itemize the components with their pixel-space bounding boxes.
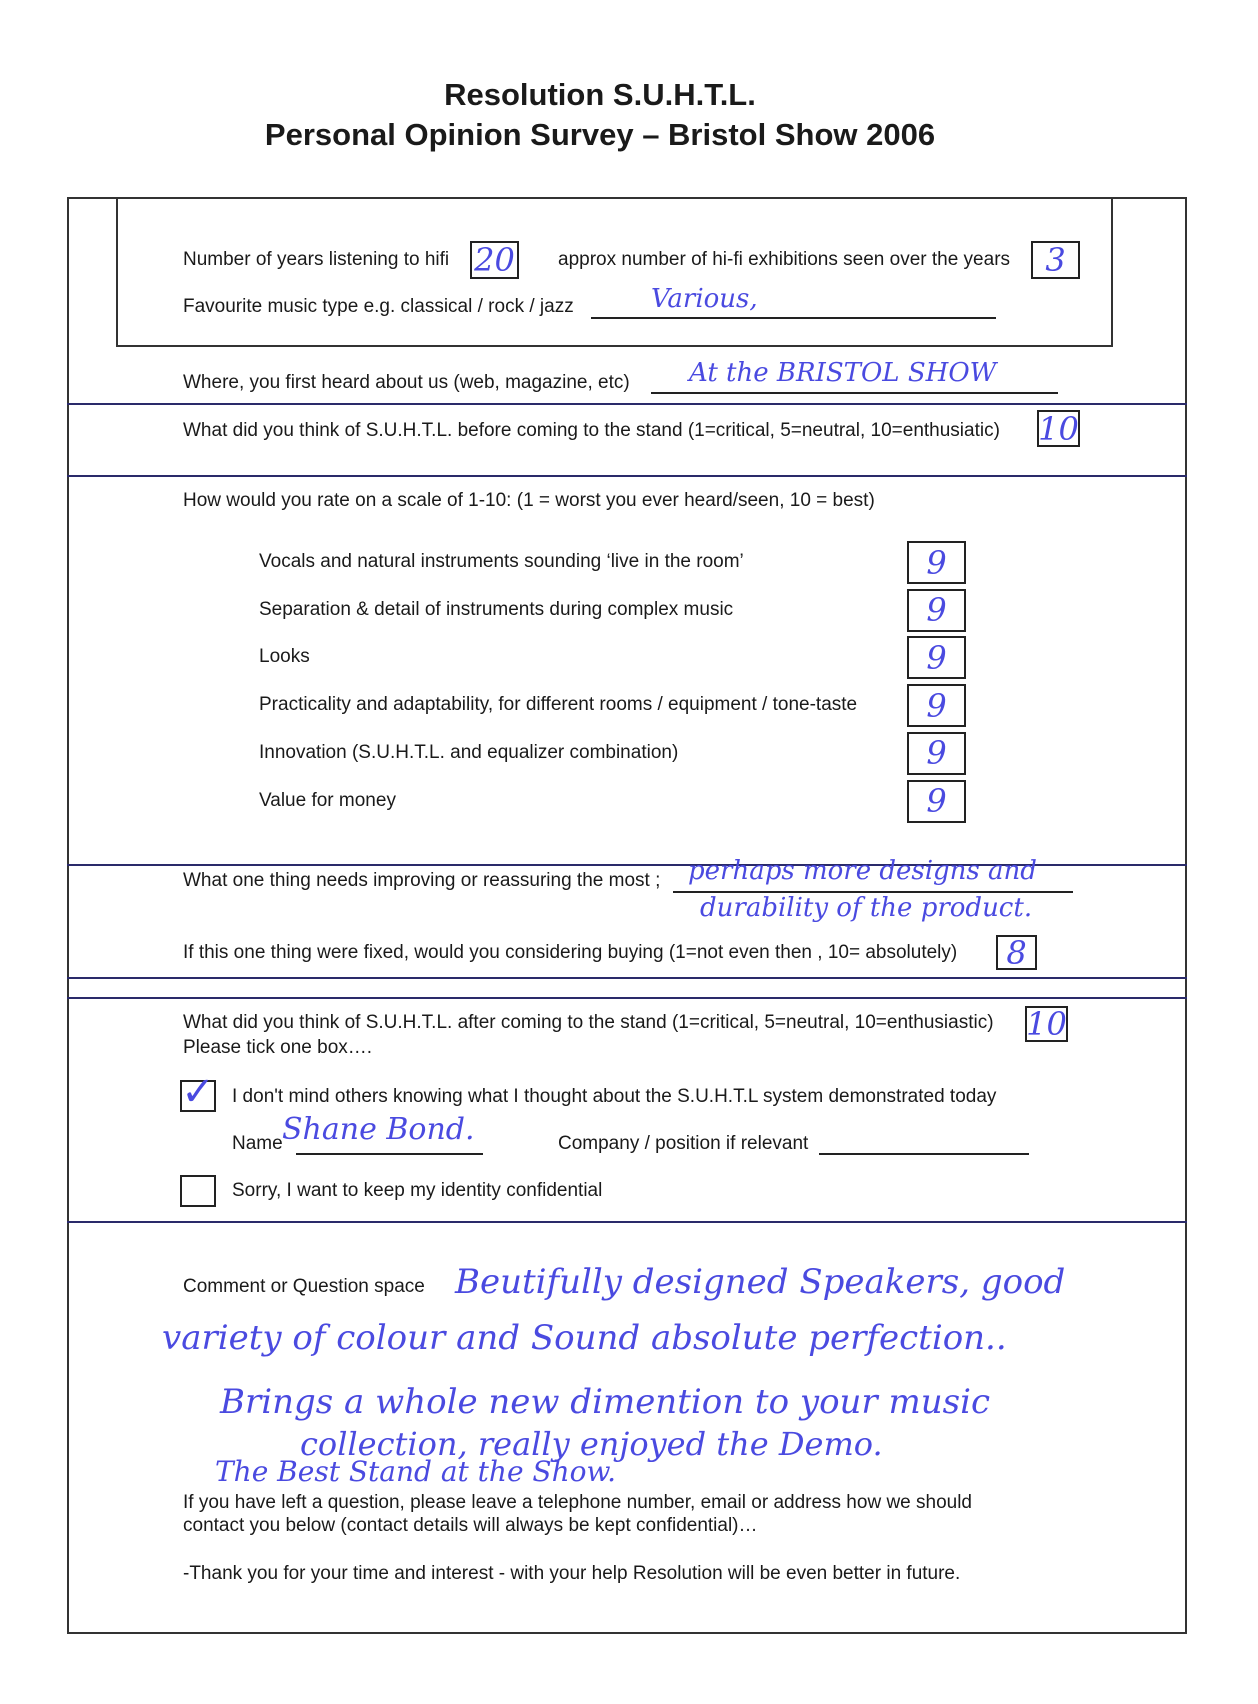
rating-value: 9 (926, 782, 947, 820)
heard-label: Where, you first heard about us (web, ma… (183, 372, 630, 393)
title-line2: Personal Opinion Survey – Bristol Show 2… (264, 117, 936, 152)
divider (67, 997, 1187, 999)
music-label: Favourite music type e.g. classical / ro… (183, 296, 574, 317)
rating-label: Innovation (S.U.H.T.L. and equalizer com… (259, 741, 679, 763)
improve-value-line1[interactable]: perhaps more designs and (688, 856, 1037, 886)
ratings-label: How would you rate on a scale of 1-10: (… (183, 490, 875, 511)
confidential-label: Sorry, I want to keep my identity confid… (232, 1180, 603, 1201)
name-underline (296, 1153, 483, 1155)
rating-value: 9 (926, 638, 947, 677)
company-underline[interactable] (819, 1153, 1029, 1155)
divider (67, 475, 1187, 477)
rating-field[interactable]: 9 (907, 541, 966, 584)
rating-value: 9 (926, 734, 947, 773)
comment-line[interactable]: Brings a whole new dimention to your mus… (220, 1382, 990, 1422)
divider (67, 977, 1187, 979)
tick-instruction: Please tick one box…. (183, 1037, 373, 1058)
contact-instruction-line2: contact you below (contact details will … (183, 1515, 758, 1536)
comment-label: Comment or Question space (183, 1276, 425, 1297)
divider (67, 403, 1187, 405)
thank-you-note: -Thank you for your time and interest - … (183, 1563, 961, 1584)
intro-box (116, 197, 1113, 347)
before-field[interactable]: 10 (1037, 409, 1080, 448)
rating-label: Value for money (259, 789, 396, 811)
exhibitions-label: approx number of hi-fi exhibitions seen … (558, 249, 1011, 270)
rating-field[interactable]: 9 (907, 588, 966, 632)
name-label: Name (232, 1133, 283, 1154)
rating-field[interactable]: 9 (907, 779, 966, 823)
company-label: Company / position if relevant (558, 1133, 809, 1154)
exhibitions-value: 3 (1045, 241, 1066, 279)
improve-underline (673, 891, 1073, 893)
heard-underline (651, 392, 1058, 394)
rating-value: 9 (926, 543, 947, 582)
comment-line[interactable]: variety of colour and Sound absolute per… (162, 1318, 1007, 1358)
before-label: What did you think of S.U.H.T.L. before … (183, 420, 1000, 441)
comment-line[interactable]: collection, really enjoyed the Demo. (300, 1425, 883, 1463)
before-value: 10 (1038, 409, 1079, 448)
checkmark-icon: ✓ (181, 1070, 215, 1114)
years-field[interactable]: 20 (470, 241, 519, 279)
rating-field[interactable]: 9 (907, 684, 966, 728)
buy-label: If this one thing were fixed, would you … (183, 942, 958, 963)
comment-line[interactable]: The Best Stand at the Show. (215, 1455, 617, 1488)
comment-line[interactable]: Beutifully designed Speakers, good (455, 1262, 1066, 1302)
after-value: 10 (1026, 1005, 1067, 1043)
public-checkbox[interactable]: ✓ (180, 1072, 216, 1112)
improve-value-line2[interactable]: durability of the product. (700, 893, 1033, 923)
music-value[interactable]: Various, (651, 284, 758, 314)
heard-value[interactable]: At the BRISTOL SHOW (689, 358, 997, 388)
divider (67, 1221, 1187, 1223)
rating-label: Separation & detail of instruments durin… (259, 598, 734, 620)
exhibitions-field[interactable]: 3 (1031, 241, 1080, 279)
buy-field[interactable]: 8 (996, 933, 1037, 972)
divider (67, 864, 1187, 866)
public-label: I don't mind others knowing what I thoug… (232, 1086, 997, 1107)
rating-value: 9 (926, 686, 947, 725)
improve-label: What one thing needs improving or reassu… (183, 870, 661, 891)
music-underline (591, 317, 996, 319)
title-line1: Resolution S.U.H.T.L. (444, 77, 756, 112)
name-value[interactable]: Shane Bond. (282, 1112, 475, 1147)
years-value: 20 (474, 241, 515, 279)
after-field[interactable]: 10 (1025, 1005, 1068, 1043)
rating-label: Vocals and natural instruments sounding … (259, 551, 744, 572)
rating-label: Looks (259, 646, 310, 668)
buy-value: 8 (1006, 933, 1027, 972)
rating-field[interactable]: 9 (907, 731, 966, 775)
contact-instruction-line1: If you have left a question, please leav… (183, 1492, 973, 1513)
years-label: Number of years listening to hifi (183, 249, 450, 270)
rating-label: Practicality and adaptability, for diffe… (259, 694, 858, 716)
confidential-checkbox[interactable] (180, 1175, 216, 1207)
rating-field[interactable]: 9 (907, 636, 966, 680)
rating-value: 9 (926, 591, 947, 630)
after-label: What did you think of S.U.H.T.L. after c… (183, 1012, 994, 1033)
